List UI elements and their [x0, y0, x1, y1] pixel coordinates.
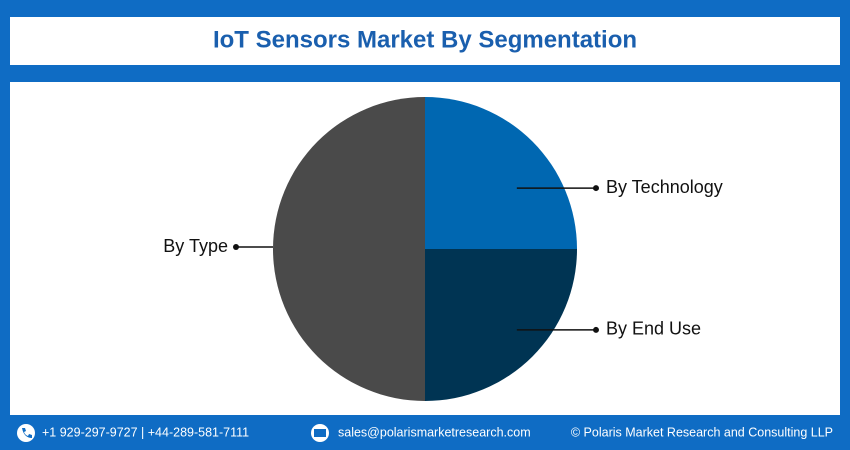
- footer-phone: +1 929-297-9727 | +44-289-581-7111: [42, 425, 249, 439]
- leader-dot: [593, 185, 599, 192]
- email-glyph: [314, 429, 326, 437]
- pie-slice: [425, 249, 577, 401]
- pie-slice: [425, 97, 577, 249]
- slice-label: By End Use: [606, 319, 701, 339]
- footer-email: sales@polarismarketresearch.com: [338, 425, 531, 439]
- phone-icon: [17, 424, 35, 442]
- leader-dot: [593, 326, 599, 333]
- footer-copyright: © Polaris Market Research and Consulting…: [571, 425, 833, 439]
- slice-label: By Type: [163, 236, 228, 256]
- phone-glyph: [22, 428, 32, 438]
- slice-label: By Technology: [606, 177, 723, 197]
- leader-dot: [233, 244, 239, 250]
- chart-title: IoT Sensors Market By Segmentation: [213, 26, 637, 53]
- pie-slice: [273, 97, 425, 401]
- title-box: [10, 17, 840, 65]
